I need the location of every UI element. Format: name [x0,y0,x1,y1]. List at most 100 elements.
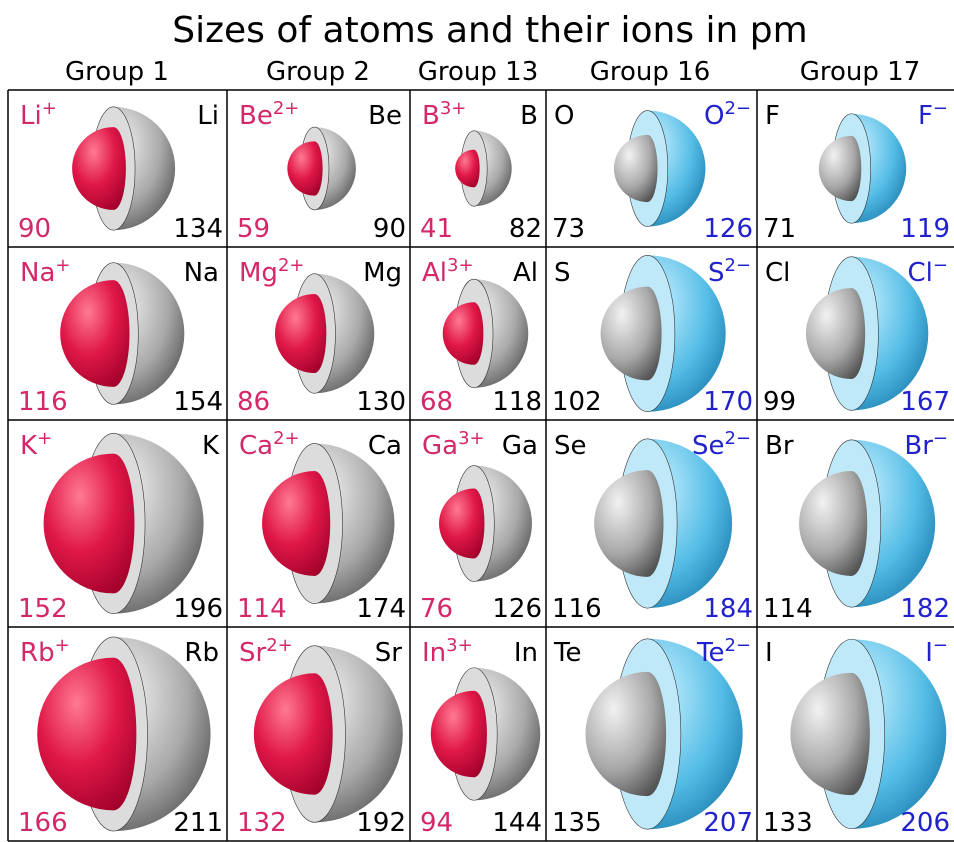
element-label: Be2+ [239,98,299,131]
element-symbol: Sr [375,638,403,668]
element-label: Mg [363,258,402,288]
ion-charge: 2− [724,98,751,119]
radius-label: 126 [703,214,753,244]
element-label: Sr [375,638,403,668]
group-header: Group 1 [65,57,169,87]
ion-charge: 3+ [440,98,467,119]
inner-sphere [818,135,862,202]
element-label: Te [553,638,581,668]
ion-charge: 2− [724,255,751,276]
radius-label: 167 [900,387,950,417]
inner-sphere [72,127,126,210]
element-label: Na+ [20,255,70,288]
ion-charge: − [933,98,948,119]
ion-charge: + [42,98,57,119]
title: Sizes of atoms and their ions in pm [172,10,807,51]
element-symbol: Ga [502,431,538,461]
radius-label: 94 [420,808,453,838]
ion-charge: 3+ [447,255,474,276]
ion-charge: 3+ [458,428,485,449]
inner-sphere [799,471,868,576]
element-symbol: Cl [908,258,933,288]
element-label: O [554,101,574,131]
element-symbol: F [765,101,780,131]
radius-label: 118 [492,387,542,417]
radius-label: 102 [552,387,602,417]
radius-label: 71 [763,214,796,244]
element-symbol: Be [239,101,273,131]
element-symbol: O [554,101,574,131]
element-symbol: Br [904,431,933,461]
radius-label: 207 [703,808,753,838]
element-label: In3+ [422,635,473,668]
element-label: K+ [20,428,52,461]
element-label: Li [197,101,219,131]
radius-label: 192 [356,808,406,838]
element-label: Ga3+ [422,428,485,461]
element-label: Br− [904,428,948,461]
element-label: Al [513,258,538,288]
inner-sphere [455,149,480,188]
radius-label: 114 [763,594,813,624]
radius-label: 116 [552,594,602,624]
group-header: Group 17 [800,57,921,87]
element-symbol: Ga [422,431,458,461]
element-label: Se [554,431,587,461]
element-symbol: B [520,101,538,131]
element-symbol: F [918,101,933,131]
inner-sphere [253,673,333,795]
element-symbol: Be [368,101,402,131]
radius-label: 132 [237,808,287,838]
radius-label: 114 [237,594,287,624]
element-symbol: I [925,638,933,668]
element-label: I [765,638,773,668]
element-label: K [202,431,220,461]
element-symbol: Rb [20,638,55,668]
ion-charge: 3+ [446,635,473,656]
element-label: Ga [502,431,538,461]
radius-label: 68 [420,387,453,417]
element-label: Cl [765,258,790,288]
element-symbol: Na [184,258,219,288]
ion-charge: + [55,255,70,276]
radius-label: 135 [552,808,602,838]
radius-label: 174 [356,594,406,624]
ion-charge: 2+ [278,255,305,276]
element-label: Be [368,101,402,131]
radius-label: 59 [237,214,270,244]
element-symbol: Sr [239,638,267,668]
inner-sphere [60,280,130,387]
element-symbol: Li [20,101,42,131]
inner-sphere [594,470,664,577]
radius-label: 90 [18,214,51,244]
radius-label: 119 [900,214,950,244]
radius-label: 126 [492,594,542,624]
element-label: B [520,101,538,131]
element-label: Rb+ [20,635,70,668]
element-label: Li+ [20,98,57,131]
ion-charge: − [933,255,948,276]
element-symbol: Te [553,638,581,668]
radius-label: 211 [173,808,223,838]
ion-charge: 2+ [266,635,293,656]
element-symbol: O [704,101,724,131]
element-label: O2− [704,98,751,131]
radius-label: 82 [509,214,542,244]
element-label: Al3+ [422,255,474,288]
radius-label: 130 [356,387,406,417]
element-label: B3+ [422,98,466,131]
radius-label: 133 [763,808,813,838]
element-symbol: Ca [239,431,273,461]
radius-label: 184 [703,594,753,624]
radius-label: 41 [420,214,453,244]
element-symbol: Se [692,431,725,461]
element-label: Ca [368,431,402,461]
radius-label: 166 [18,808,68,838]
ion-charge: 2+ [273,428,300,449]
inner-sphere [585,671,667,797]
element-label: I− [925,635,948,668]
element-symbol: Cl [765,258,790,288]
group-header: Group 2 [266,57,370,87]
inner-sphere [805,287,866,380]
